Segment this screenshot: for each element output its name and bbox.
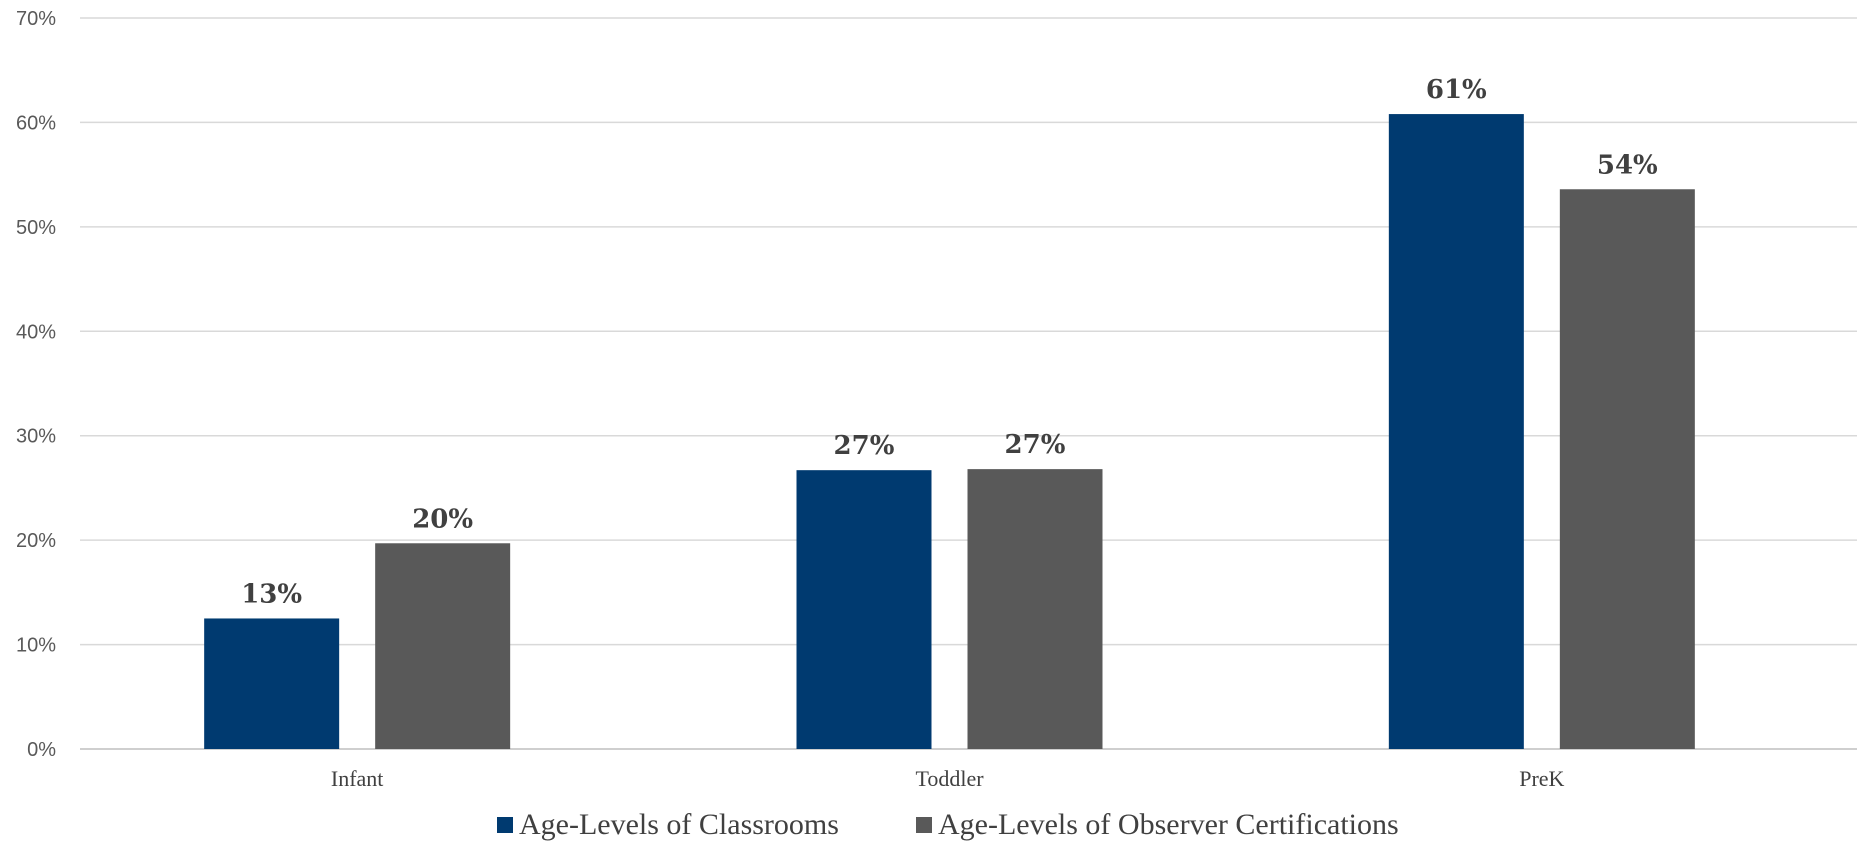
x-axis-categories: Infant Toddler PreK bbox=[331, 766, 1565, 791]
legend-label: Age-Levels of Observer Certifications bbox=[938, 808, 1399, 841]
y-tick-label: 10% bbox=[16, 635, 56, 657]
legend-swatch bbox=[916, 817, 932, 833]
bar-data-label: 20% bbox=[412, 504, 473, 534]
y-tick-label: 60% bbox=[16, 112, 56, 134]
bar bbox=[967, 469, 1103, 749]
bar bbox=[1559, 189, 1695, 749]
legend-label: Age-Levels of Classrooms bbox=[519, 808, 839, 841]
bar-data-label: 13% bbox=[241, 579, 302, 609]
legend-swatch bbox=[497, 817, 513, 833]
bars bbox=[204, 114, 1695, 750]
y-tick-label: 50% bbox=[16, 217, 56, 239]
legend: Age-Levels of Classrooms Age-Levels of Ob… bbox=[497, 808, 1399, 841]
y-axis-ticks: 0% 10% 20% 30% 40% 50% 60% 70% bbox=[16, 8, 56, 761]
x-category-label: Toddler bbox=[915, 766, 984, 791]
y-tick-label: 0% bbox=[27, 739, 56, 761]
bar bbox=[375, 543, 511, 749]
y-tick-label: 40% bbox=[16, 321, 56, 343]
y-tick-label: 20% bbox=[16, 530, 56, 552]
bar-data-label: 27% bbox=[1005, 430, 1066, 460]
bar-data-label: 54% bbox=[1597, 150, 1658, 180]
x-category-label: Infant bbox=[331, 766, 384, 791]
y-tick-label: 70% bbox=[16, 8, 56, 30]
bar bbox=[204, 618, 340, 749]
bar-data-label: 61% bbox=[1426, 75, 1487, 105]
bar-data-label: 27% bbox=[834, 431, 895, 461]
x-category-label: PreK bbox=[1519, 766, 1564, 791]
data-labels: 13% 20% 27% 27% 61% 54% bbox=[241, 75, 1658, 609]
bar bbox=[1388, 114, 1524, 750]
y-tick-label: 30% bbox=[16, 426, 56, 448]
bar bbox=[796, 470, 932, 749]
